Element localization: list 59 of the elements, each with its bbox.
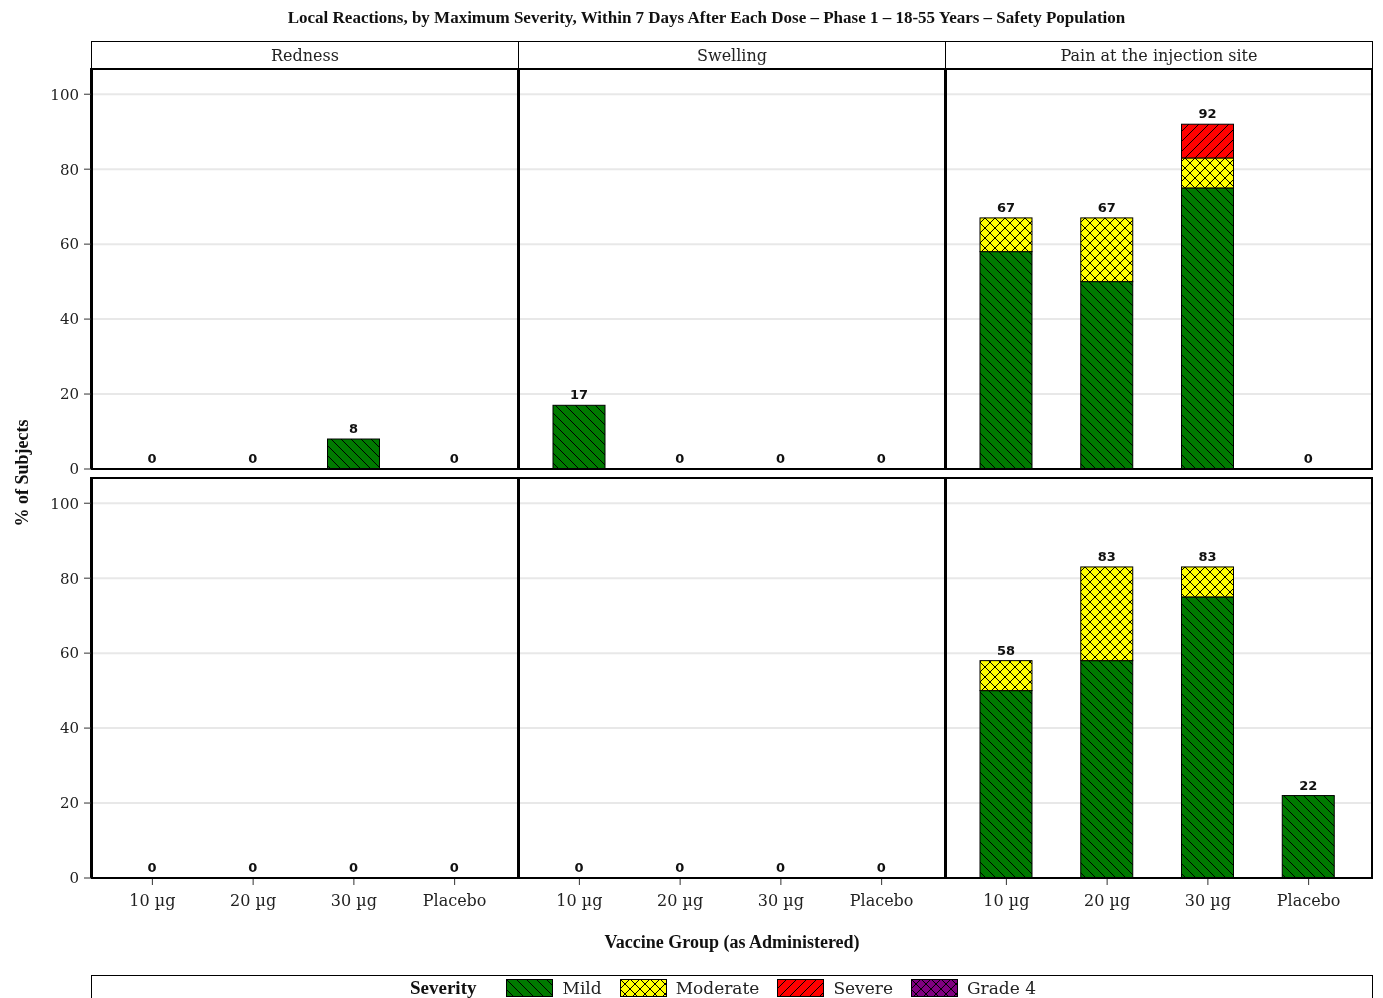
total-label: 67 [996, 199, 1016, 215]
y-tick-label: 40 [59, 719, 79, 738]
total-label: 0 [876, 860, 886, 875]
legend-title: Severity [410, 977, 477, 998]
y-tick-label: 60 [59, 235, 79, 254]
total-label: 0 [876, 451, 886, 466]
total-label: 83 [1097, 548, 1116, 564]
x-tick-label: 30 µg [757, 891, 804, 911]
x-tick-label: 10 µg [129, 891, 176, 911]
x-tick-label: 20 µg [657, 891, 704, 911]
total-label: 0 [675, 451, 685, 466]
x-tick-label: 10 µg [983, 891, 1030, 911]
x-tick-label: 30 µg [330, 891, 377, 911]
legend-label: Grade 4 [966, 978, 1036, 998]
y-tick-label: 80 [59, 160, 79, 179]
y-axis-title: % of Subjects [11, 419, 32, 527]
total-label: 0 [775, 451, 786, 466]
total-label: 17 [569, 387, 589, 403]
y-tick-label: 0 [69, 460, 79, 479]
legend-label: Mild [562, 978, 602, 998]
total-label: 0 [348, 860, 359, 875]
x-tick-label: 20 µg [1084, 891, 1131, 911]
total-label: 67 [1097, 199, 1116, 215]
total-label: 0 [449, 451, 459, 466]
x-axis-title: Vaccine Group (as Administered) [604, 932, 860, 952]
y-tick-label: 80 [59, 569, 79, 588]
total-label: 0 [248, 451, 258, 466]
total-label: 0 [449, 860, 459, 875]
chart-subtitle: Redness [271, 45, 339, 65]
y-tick-label: 0 [69, 869, 79, 888]
total-label: 58 [996, 642, 1016, 658]
y-tick-label: 60 [59, 644, 79, 663]
total-label: 0 [574, 860, 584, 875]
y-tick-label: 20 [59, 794, 79, 813]
total-label: 92 [1198, 106, 1217, 122]
x-tick-label: 30 µg [1184, 891, 1231, 911]
total-label: 0 [147, 451, 157, 466]
y-tick-label: 100 [50, 85, 79, 104]
total-label: 0 [775, 860, 786, 875]
legend-label: Severe [833, 978, 893, 998]
x-tick-label: 10 µg [556, 891, 603, 911]
x-tick-label: 20 µg [230, 891, 277, 911]
x-tick-label: Placebo [1276, 891, 1341, 911]
text: Local Reactions, by Maximum Severity, Within 7 Days After Each Dose – Phase 1 – 18-55 Years – Safety Population [287, 8, 1126, 27]
legend-label: Moderate [675, 978, 760, 998]
total-label: 0 [248, 860, 258, 875]
x-tick-label: Placebo [849, 891, 914, 911]
chart-subtitle: Swelling [696, 45, 768, 65]
chart-subtitle: Pain at the injection site [1060, 45, 1258, 65]
y-tick-label: 40 [59, 310, 79, 329]
total-label: 8 [348, 421, 359, 437]
y-tick-label: 20 [59, 385, 79, 404]
total-label: 0 [1303, 451, 1313, 466]
y-tick-label: 100 [50, 494, 79, 513]
total-label: 0 [147, 860, 157, 875]
total-label: 83 [1198, 548, 1217, 564]
total-label: 22 [1299, 777, 1318, 793]
total-label: 0 [675, 860, 685, 875]
x-tick-label: Placebo [422, 891, 487, 911]
